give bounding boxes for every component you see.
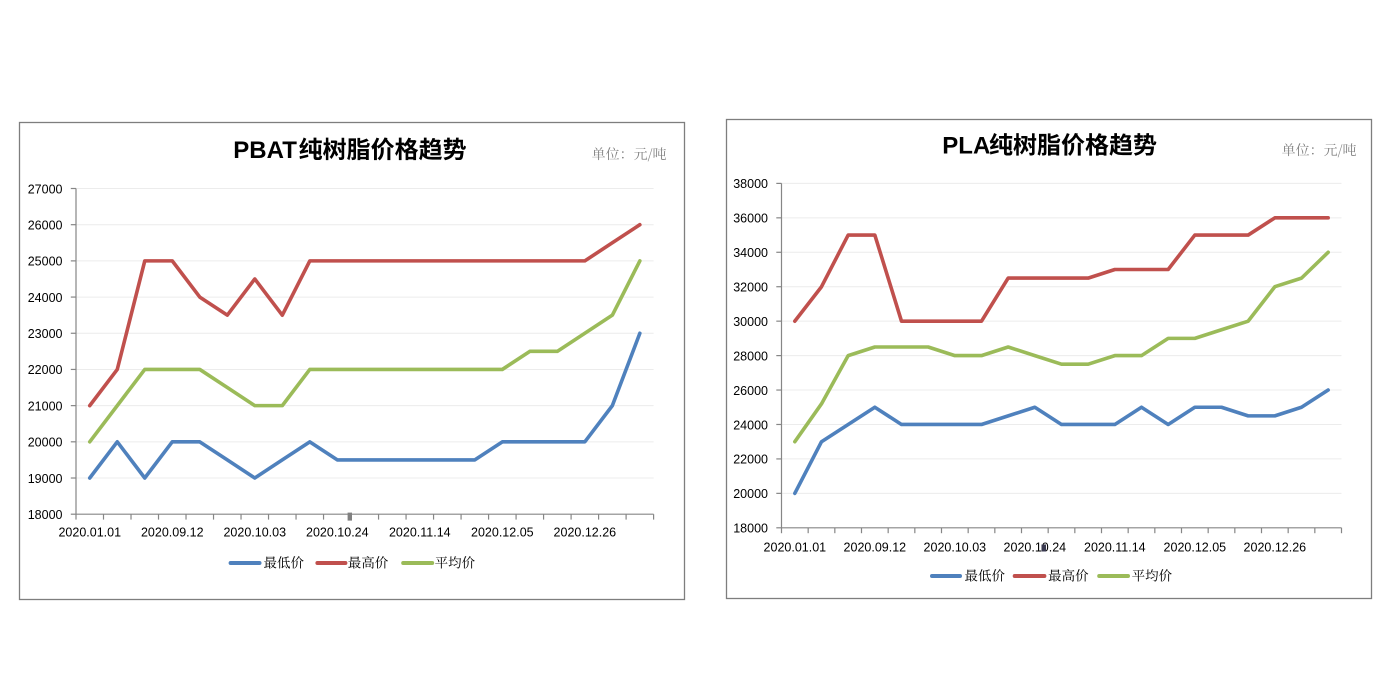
svg-text:26000: 26000 xyxy=(28,218,63,232)
svg-text:2020.12.05: 2020.12.05 xyxy=(1164,541,1227,555)
svg-text:2020.10.24: 2020.10.24 xyxy=(306,526,369,540)
svg-text:2020.12.26: 2020.12.26 xyxy=(1244,541,1307,555)
svg-text:2020.09.12: 2020.09.12 xyxy=(141,526,204,540)
svg-text:2020.11.14: 2020.11.14 xyxy=(389,526,451,540)
svg-text:27000: 27000 xyxy=(28,182,63,196)
svg-text:19000: 19000 xyxy=(28,472,63,486)
svg-text:2020.10.24: 2020.10.24 xyxy=(1004,541,1067,555)
svg-text:22000: 22000 xyxy=(28,363,63,377)
svg-text:36000: 36000 xyxy=(733,212,768,226)
svg-text:24000: 24000 xyxy=(733,418,768,432)
svg-text:2020.12.05: 2020.12.05 xyxy=(471,526,534,540)
svg-text:25000: 25000 xyxy=(28,255,63,269)
svg-text:2020.01.01: 2020.01.01 xyxy=(764,541,827,555)
svg-text:18000: 18000 xyxy=(28,508,63,522)
svg-text:26000: 26000 xyxy=(733,384,768,398)
svg-text:2020.10.03: 2020.10.03 xyxy=(924,541,987,555)
svg-text:2020.11.14: 2020.11.14 xyxy=(1084,541,1146,555)
svg-text:24000: 24000 xyxy=(28,291,63,305)
svg-text:21000: 21000 xyxy=(28,399,63,413)
svg-text:2020.12.26: 2020.12.26 xyxy=(554,526,617,540)
svg-text:38000: 38000 xyxy=(733,177,768,191)
svg-text:28000: 28000 xyxy=(733,349,768,363)
svg-text:23000: 23000 xyxy=(28,327,63,341)
svg-text:PLA: PLA xyxy=(942,133,990,160)
svg-text:2020.01.01: 2020.01.01 xyxy=(58,526,121,540)
svg-text:22000: 22000 xyxy=(733,453,768,467)
svg-text:20000: 20000 xyxy=(28,436,63,450)
svg-text:20000: 20000 xyxy=(733,487,768,501)
svg-text:2020.09.12: 2020.09.12 xyxy=(844,541,907,555)
svg-text:PBAT: PBAT xyxy=(233,137,297,164)
svg-text:18000: 18000 xyxy=(733,522,768,536)
svg-text:34000: 34000 xyxy=(733,246,768,260)
svg-text:2020.10.03: 2020.10.03 xyxy=(223,526,286,540)
svg-text:32000: 32000 xyxy=(733,281,768,295)
svg-text:30000: 30000 xyxy=(733,315,768,329)
